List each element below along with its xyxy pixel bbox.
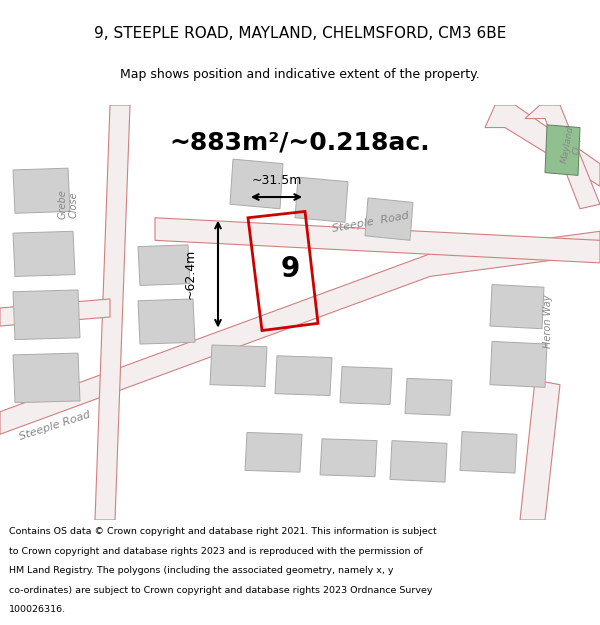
Text: Steeple Road: Steeple Road — [18, 409, 92, 441]
Text: Map shows position and indicative extent of the property.: Map shows position and indicative extent… — [120, 68, 480, 81]
Polygon shape — [13, 353, 80, 402]
Polygon shape — [340, 367, 392, 404]
Polygon shape — [95, 105, 130, 520]
Polygon shape — [295, 177, 348, 222]
Text: Contains OS data © Crown copyright and database right 2021. This information is : Contains OS data © Crown copyright and d… — [9, 528, 437, 536]
Text: ~883m²/~0.218ac.: ~883m²/~0.218ac. — [170, 131, 430, 155]
Text: HM Land Registry. The polygons (including the associated geometry, namely x, y: HM Land Registry. The polygons (includin… — [9, 566, 394, 575]
Polygon shape — [545, 125, 580, 176]
Text: co-ordinates) are subject to Crown copyright and database rights 2023 Ordnance S: co-ordinates) are subject to Crown copyr… — [9, 586, 433, 594]
Text: 9: 9 — [280, 255, 299, 283]
Polygon shape — [210, 345, 267, 386]
Polygon shape — [320, 439, 377, 477]
Polygon shape — [460, 432, 517, 473]
Polygon shape — [525, 105, 600, 209]
Polygon shape — [520, 380, 560, 520]
Polygon shape — [490, 284, 544, 329]
Polygon shape — [13, 231, 75, 276]
Polygon shape — [485, 105, 600, 186]
Text: Heron Way: Heron Way — [543, 295, 553, 348]
Polygon shape — [13, 168, 70, 213]
Text: ~31.5m: ~31.5m — [251, 174, 302, 188]
Polygon shape — [138, 245, 190, 286]
Polygon shape — [365, 198, 413, 241]
Polygon shape — [230, 159, 283, 209]
Text: ~62.4m: ~62.4m — [184, 249, 197, 299]
Polygon shape — [0, 299, 110, 326]
Polygon shape — [155, 217, 600, 263]
Text: to Crown copyright and database rights 2023 and is reproduced with the permissio: to Crown copyright and database rights 2… — [9, 547, 422, 556]
Polygon shape — [490, 341, 547, 388]
Polygon shape — [0, 231, 600, 434]
Polygon shape — [405, 378, 452, 416]
Polygon shape — [390, 441, 447, 482]
Text: 100026316.: 100026316. — [9, 605, 66, 614]
Polygon shape — [275, 356, 332, 396]
Text: Mayland
Cl...: Mayland Cl... — [560, 125, 586, 166]
Polygon shape — [245, 432, 302, 472]
Text: 9, STEEPLE ROAD, MAYLAND, CHELMSFORD, CM3 6BE: 9, STEEPLE ROAD, MAYLAND, CHELMSFORD, CM… — [94, 26, 506, 41]
Polygon shape — [13, 290, 80, 339]
Polygon shape — [138, 299, 195, 344]
Text: Steeple  Road: Steeple Road — [331, 211, 409, 234]
Text: Grebe
Close: Grebe Close — [57, 189, 79, 219]
